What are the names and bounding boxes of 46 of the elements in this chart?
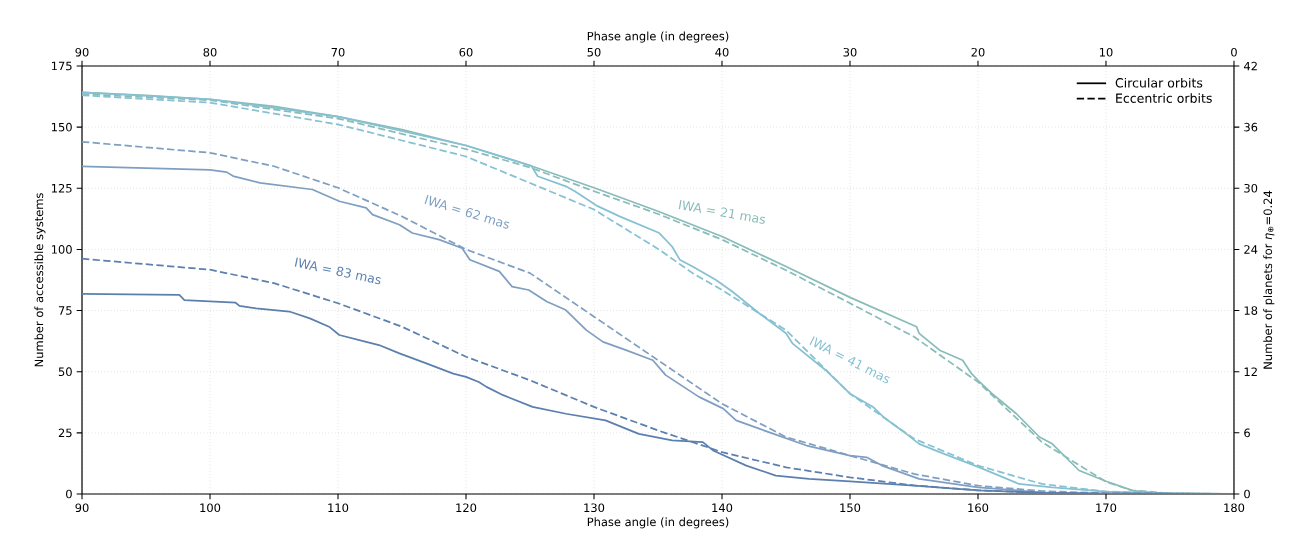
annotation: Circular orbits [1115, 77, 1203, 88]
x-tick-label: 180 [1224, 503, 1245, 513]
y2-tick-label: 6 [1244, 428, 1250, 438]
x-tick-label: 160 [968, 503, 989, 513]
x-tick-label: 120 [456, 503, 477, 513]
annotation: Eccentric orbits [1116, 93, 1212, 103]
y2-axis-title: Number of planets for η$_{⊕}$=0.24 [1263, 190, 1275, 369]
y-axis-title: Number of accessible systems [34, 193, 46, 367]
y2-tick-label: 0 [1244, 489, 1250, 499]
x2-tick-label: 50 [587, 47, 601, 57]
x-tick-label: 150 [840, 503, 861, 513]
x2-tick-label: 10 [1099, 47, 1113, 57]
annotation: IWA = 21 mas [678, 199, 766, 224]
y2-tick-label: 18 [1244, 306, 1258, 315]
y2-tick-label: 36 [1244, 122, 1258, 132]
annotation: IWA = 83 mas [294, 257, 381, 285]
x-tick-label: 140 [712, 503, 733, 513]
y-tick-label: 175 [51, 61, 72, 71]
annotation: IWA = 41 mas [809, 336, 890, 384]
x-axis-title: Phase angle (in degrees) [587, 517, 729, 529]
x-tick-label: 110 [328, 503, 349, 513]
y-tick-label: 150 [51, 122, 72, 132]
x2-tick-label: 20 [971, 47, 985, 57]
y-tick-label: 25 [58, 428, 72, 438]
y-tick-label: 75 [58, 306, 72, 315]
x2-tick-label: 70 [331, 47, 345, 57]
x2-tick-label: 90 [75, 47, 89, 57]
x2-tick-label: 40 [715, 47, 729, 57]
x-tick-label: 90 [75, 503, 89, 513]
x-tick-label: 100 [200, 503, 221, 513]
x-tick-label: 130 [584, 503, 605, 513]
annotation: IWA = 62 mas [424, 194, 510, 229]
y-tick-label: 0 [66, 489, 72, 499]
x2-tick-label: 30 [843, 47, 857, 57]
y-tick-label: 125 [51, 183, 72, 193]
x2-axis-title: Phase angle (in degrees) [587, 31, 729, 43]
y-tick-label: 100 [51, 245, 72, 254]
y2-tick-label: 30 [1244, 183, 1258, 193]
x2-tick-label: 80 [203, 47, 217, 57]
x-tick-label: 170 [1096, 503, 1117, 513]
y2-tick-label: 12 [1244, 367, 1257, 376]
y2-tick-label: 42 [1243, 61, 1257, 71]
y-tick-label: 50 [58, 367, 72, 377]
y2-tick-label: 24 [1244, 245, 1258, 254]
x2-tick-label: 0 [1231, 47, 1237, 57]
x2-tick-label: 60 [459, 47, 473, 57]
